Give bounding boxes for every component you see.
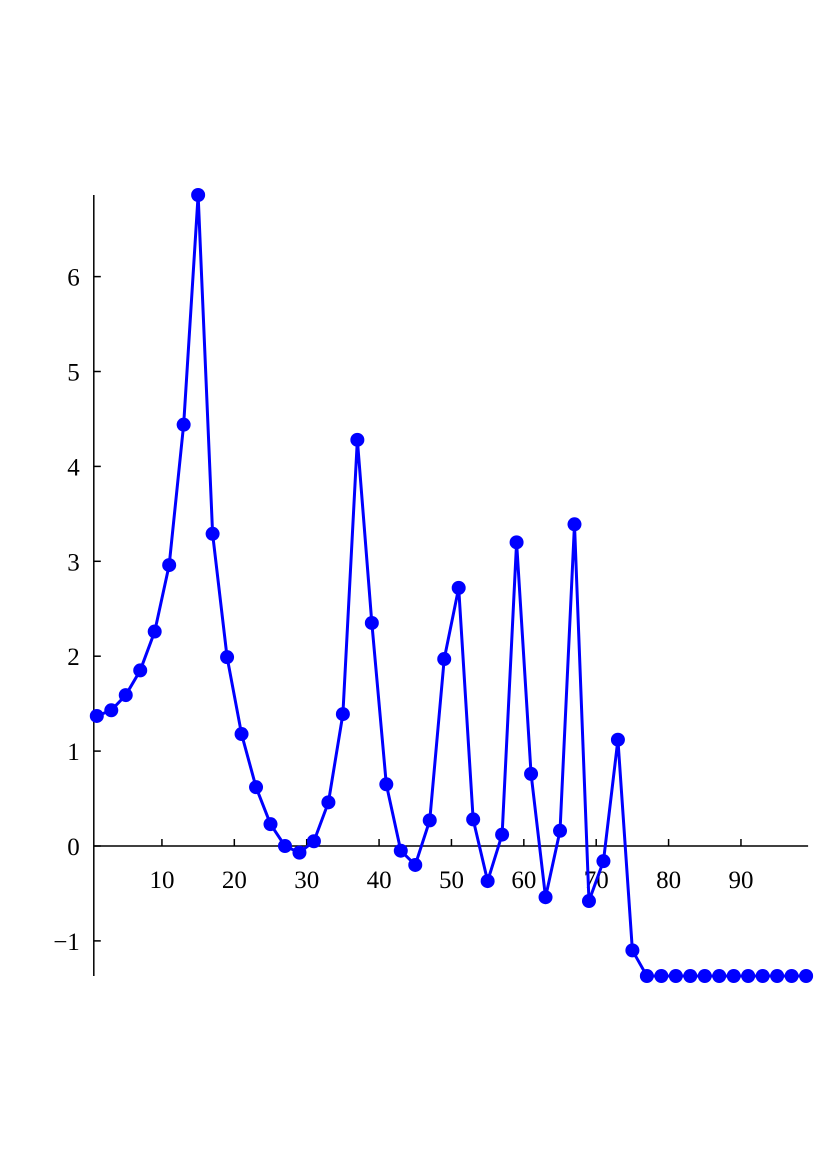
point (495, 827, 510, 842)
y-tick-label: 0 (67, 834, 80, 861)
point (755, 969, 770, 983)
point (350, 432, 365, 447)
point (133, 663, 148, 678)
y-tick-label: 2 (67, 644, 80, 671)
point (610, 732, 625, 747)
point (697, 969, 712, 983)
point (306, 834, 321, 849)
point (176, 417, 191, 432)
point (292, 845, 307, 860)
point (668, 969, 683, 983)
point (249, 780, 264, 795)
point (625, 943, 640, 958)
point (335, 707, 350, 722)
point (364, 615, 379, 630)
point (234, 727, 249, 742)
point (466, 812, 481, 827)
point (437, 652, 452, 667)
x-tick-label: 50 (439, 867, 464, 894)
point (726, 969, 741, 983)
point (553, 823, 568, 838)
x-tick-label: 40 (367, 867, 392, 894)
point (162, 558, 177, 573)
y-tick-label: 4 (67, 454, 80, 481)
point (480, 874, 495, 889)
point (408, 857, 423, 872)
point (205, 526, 220, 541)
point (89, 708, 104, 723)
point (639, 969, 654, 983)
point (147, 624, 162, 639)
point (712, 969, 727, 983)
point (770, 969, 785, 983)
point (784, 969, 799, 983)
point (567, 517, 582, 532)
x-tick-label: 10 (149, 867, 174, 894)
line (96, 193, 807, 978)
point (118, 688, 133, 703)
x-tick-label: 90 (728, 867, 753, 894)
point (379, 777, 394, 792)
point (683, 969, 698, 983)
point (321, 795, 336, 810)
point (596, 854, 611, 869)
point (581, 894, 596, 909)
x-tick-label: 60 (511, 867, 536, 894)
y-tick-label: 5 (67, 360, 80, 387)
x-tick-label: 20 (222, 867, 247, 894)
point (220, 650, 235, 665)
y-tick-label: 6 (67, 265, 80, 292)
point (104, 703, 119, 718)
point (799, 969, 814, 983)
point (654, 969, 669, 983)
point (263, 817, 278, 832)
point (509, 535, 524, 550)
point (191, 188, 206, 202)
point (277, 838, 292, 853)
point (422, 813, 437, 828)
y-tick-label: 3 (67, 549, 80, 576)
x-tick-label: 80 (656, 867, 681, 894)
point (524, 766, 539, 781)
point (741, 969, 756, 983)
point (393, 843, 408, 858)
x-tick-label: 30 (294, 867, 319, 894)
point (538, 890, 553, 905)
y-tick-label: 1 (67, 739, 80, 766)
point (451, 580, 466, 595)
y-tick-label: −1 (53, 929, 80, 956)
